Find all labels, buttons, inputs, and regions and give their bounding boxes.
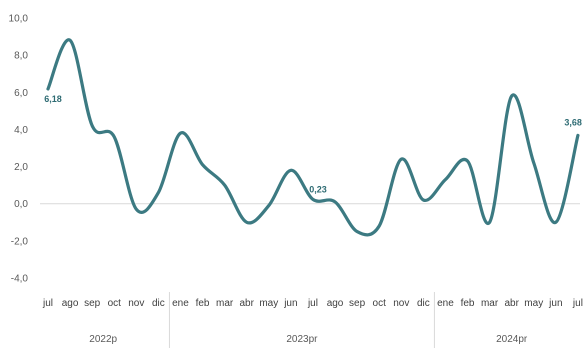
x-tick-label: feb <box>196 298 210 309</box>
x-tick-label: abr <box>504 298 519 309</box>
x-tick-label: dic <box>417 298 430 309</box>
x-tick-label: nov <box>393 298 409 309</box>
x-tick-label: jul <box>307 298 318 309</box>
group-label: 2023pr <box>286 334 318 345</box>
data-labels-group: 6,18 0,23 3,68 <box>44 94 582 195</box>
series-group <box>46 38 580 237</box>
x-tick-label: sep <box>349 298 366 309</box>
x-tick-label: may <box>524 298 543 309</box>
x-tick-label: jun <box>548 298 562 309</box>
y-tick-label: 2,0 <box>14 162 28 173</box>
x-tick-label: ene <box>172 298 189 309</box>
y-tick-label: -4,0 <box>11 274 29 285</box>
x-tick-label: sep <box>84 298 101 309</box>
data-label: 6,18 <box>44 94 62 104</box>
y-tick-label: 8,0 <box>14 51 28 62</box>
y-tick-label: 4,0 <box>14 125 28 136</box>
data-label: 0,23 <box>309 184 327 194</box>
x-tick-label: oct <box>373 298 387 309</box>
x-tick-label: nov <box>128 298 144 309</box>
group-label: 2022p <box>89 334 117 345</box>
x-tick-label: jun <box>283 298 297 309</box>
x-tick-label: may <box>259 298 278 309</box>
y-tick-label: 0,0 <box>14 199 28 210</box>
x-tick-label: ago <box>327 298 344 309</box>
y-axis: 10,0 8,0 6,0 4,0 2,0 0,0 -2,0 -4,0 <box>9 14 29 285</box>
x-tick-label: dic <box>152 298 165 309</box>
x-tick-label: jul <box>572 298 583 309</box>
x-tick-label: abr <box>239 298 254 309</box>
x-tick-label: oct <box>108 298 122 309</box>
y-tick-label: -2,0 <box>11 236 29 247</box>
x-tick-label: mar <box>216 298 234 309</box>
series-line <box>46 38 580 237</box>
x-tick-label: feb <box>461 298 475 309</box>
group-label: 2024pr <box>496 334 528 345</box>
x-tick-label: mar <box>481 298 499 309</box>
x-tick-label: jul <box>42 298 53 309</box>
data-label: 3,68 <box>564 117 582 127</box>
y-tick-label: 6,0 <box>14 88 28 99</box>
y-tick-label: 10,0 <box>9 14 29 25</box>
x-axis: jul ago sep oct nov dic ene feb mar abr may jun jul a… <box>42 292 583 348</box>
x-tick-label: ene <box>437 298 454 309</box>
x-tick-label: ago <box>62 298 79 309</box>
